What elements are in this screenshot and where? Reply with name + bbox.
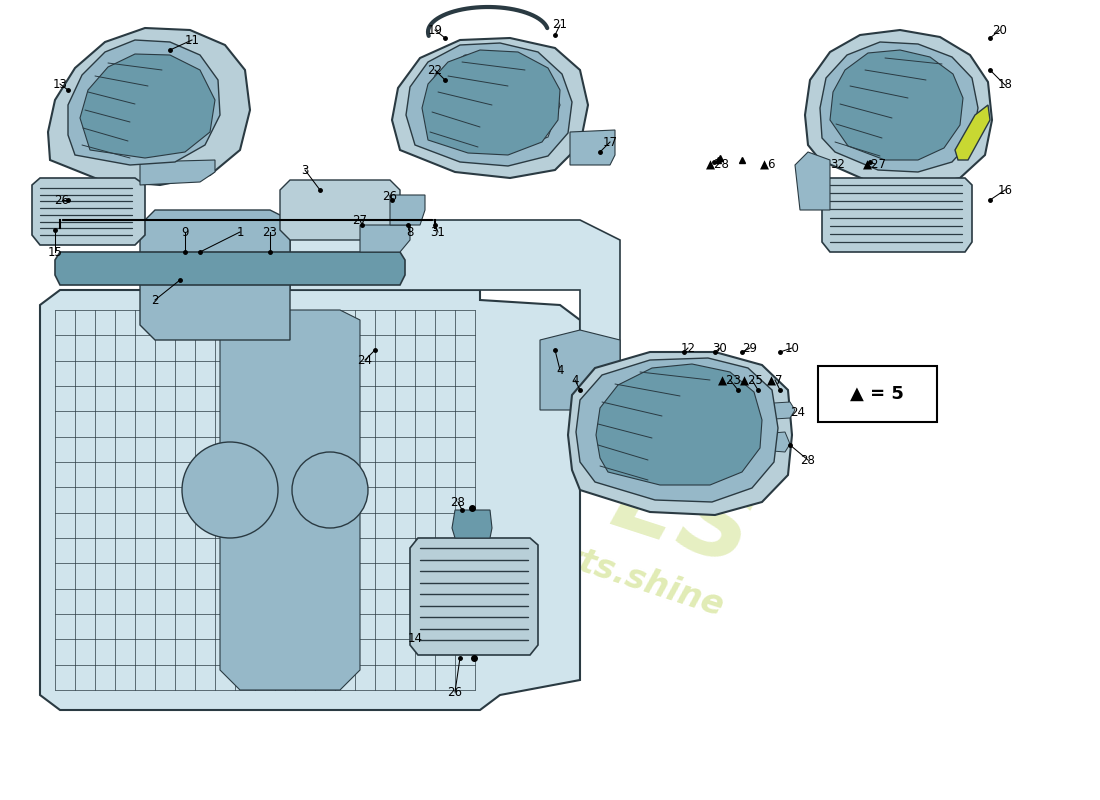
Polygon shape — [360, 225, 410, 252]
Polygon shape — [576, 358, 778, 502]
Polygon shape — [80, 54, 214, 158]
Text: 22: 22 — [428, 63, 442, 77]
Text: 29: 29 — [742, 342, 758, 354]
Text: 12: 12 — [681, 342, 695, 354]
Text: 27: 27 — [352, 214, 367, 226]
Circle shape — [292, 452, 368, 528]
Text: ▲ = 5: ▲ = 5 — [850, 385, 904, 403]
Text: ▲25: ▲25 — [740, 374, 763, 386]
Text: 17: 17 — [603, 135, 617, 149]
Polygon shape — [40, 290, 580, 710]
Text: ▲7: ▲7 — [767, 374, 783, 386]
Text: 9: 9 — [182, 226, 189, 238]
Polygon shape — [422, 50, 560, 155]
Text: EUROPES: EUROPES — [235, 333, 764, 587]
Polygon shape — [822, 178, 972, 252]
Text: 28: 28 — [801, 454, 815, 466]
Polygon shape — [452, 510, 492, 538]
Polygon shape — [568, 352, 792, 515]
Text: 26: 26 — [448, 686, 462, 698]
Text: ▲28: ▲28 — [706, 158, 730, 170]
Polygon shape — [596, 364, 762, 485]
Text: 15: 15 — [47, 246, 63, 258]
Text: 30: 30 — [713, 342, 727, 354]
Polygon shape — [392, 38, 588, 178]
Text: 20: 20 — [992, 23, 1008, 37]
Circle shape — [182, 442, 278, 538]
Text: 1: 1 — [236, 226, 244, 238]
Text: 4: 4 — [571, 374, 579, 386]
Polygon shape — [795, 152, 830, 210]
Polygon shape — [570, 130, 615, 165]
Text: 32: 32 — [830, 158, 846, 170]
Polygon shape — [48, 28, 250, 185]
Polygon shape — [55, 252, 405, 285]
Polygon shape — [760, 432, 790, 452]
Text: 28: 28 — [451, 495, 465, 509]
Polygon shape — [830, 50, 962, 160]
Polygon shape — [425, 55, 560, 152]
Text: 10: 10 — [784, 342, 800, 354]
Polygon shape — [290, 220, 620, 380]
Text: 14: 14 — [407, 631, 422, 645]
Text: 31: 31 — [430, 226, 446, 238]
Polygon shape — [220, 310, 360, 690]
Text: a passion for parts.shine: a passion for parts.shine — [272, 447, 728, 623]
Text: 26: 26 — [55, 194, 69, 206]
Text: ▲27: ▲27 — [864, 158, 887, 170]
Text: 2: 2 — [152, 294, 158, 306]
Text: 24: 24 — [791, 406, 805, 418]
Polygon shape — [540, 330, 620, 410]
Polygon shape — [805, 30, 992, 186]
Text: ▲6: ▲6 — [760, 158, 777, 170]
Text: 21: 21 — [552, 18, 568, 31]
FancyBboxPatch shape — [818, 366, 937, 422]
Text: 13: 13 — [53, 78, 67, 90]
Polygon shape — [140, 210, 290, 340]
Polygon shape — [280, 180, 400, 240]
Text: 11: 11 — [185, 34, 199, 46]
Text: 8: 8 — [406, 226, 414, 238]
Text: 24: 24 — [358, 354, 373, 366]
Polygon shape — [955, 105, 990, 160]
Text: 23: 23 — [263, 226, 277, 238]
Polygon shape — [758, 402, 795, 420]
Polygon shape — [390, 195, 425, 225]
Polygon shape — [32, 178, 145, 245]
Polygon shape — [68, 40, 220, 165]
Polygon shape — [406, 43, 572, 166]
Polygon shape — [410, 538, 538, 655]
Text: 18: 18 — [998, 78, 1012, 91]
Text: 19: 19 — [428, 23, 442, 37]
Text: 26: 26 — [383, 190, 397, 202]
Text: 4: 4 — [557, 363, 563, 377]
Polygon shape — [140, 160, 214, 185]
Text: 3: 3 — [301, 163, 309, 177]
Polygon shape — [820, 42, 978, 172]
Text: 16: 16 — [998, 183, 1012, 197]
Text: ▲23: ▲23 — [718, 374, 741, 386]
